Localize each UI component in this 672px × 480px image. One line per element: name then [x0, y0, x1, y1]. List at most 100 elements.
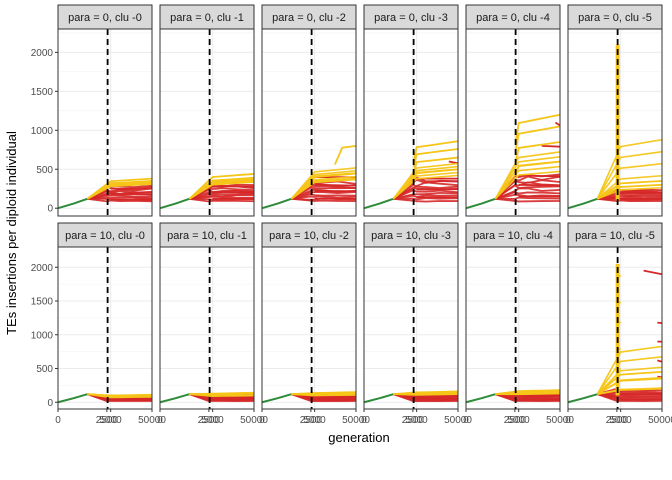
facet-strip	[57, 4, 153, 30]
series-line-yellow	[494, 170, 561, 200]
series-line-red	[495, 197, 561, 203]
series-line-yellow	[596, 138, 663, 200]
facet-panel: para = 0, clu -4	[465, 4, 561, 217]
series-line-yellow	[495, 390, 561, 395]
series-line-early	[57, 197, 88, 210]
series-line-red	[657, 321, 663, 325]
facet-strip-label: para = 10, clu -5	[575, 230, 655, 242]
panel-background	[466, 247, 560, 409]
series-line-yellow	[412, 140, 459, 162]
series-line-red	[290, 186, 357, 200]
facet-strip-label: para = 10, clu -3	[371, 230, 451, 242]
y-tick-label: 500	[36, 165, 53, 176]
facet-panel: para = 0, clu -5	[567, 4, 663, 217]
series-line-early	[567, 393, 598, 404]
series-line-red	[657, 359, 663, 363]
series-line-early	[363, 197, 394, 210]
series-line-yellow	[290, 167, 357, 200]
series-line-red	[597, 197, 663, 203]
facet-strip-label: para = 0, clu -0	[68, 12, 142, 24]
facet-strip-label: para = 0, clu -5	[578, 12, 652, 24]
y-tick-label: 2000	[31, 48, 54, 59]
panel-background	[58, 247, 152, 409]
series-line-yellow	[596, 180, 663, 200]
series-line-yellow	[596, 174, 663, 200]
x-tick-label: 0	[259, 415, 265, 426]
x-tick-label: 50000	[240, 415, 268, 426]
panel-border	[567, 246, 663, 410]
series-line-red	[494, 179, 561, 200]
series-line-yellow	[291, 392, 357, 395]
series-line-red	[393, 191, 459, 200]
facet-strip-label: para = 10, clu -0	[65, 230, 145, 242]
y-tick-label: 0	[47, 398, 53, 409]
series-line-red	[110, 193, 153, 196]
facet-panel: para = 0, clu -3	[363, 4, 459, 217]
y-tick-label: 1500	[31, 87, 54, 98]
facet-strip-label: para = 0, clu -3	[374, 12, 448, 24]
panel-border	[363, 28, 459, 217]
series-line-early	[159, 197, 190, 210]
x-tick-label: 5000	[304, 415, 327, 426]
panel-border	[465, 28, 561, 217]
x-tick-label: 5000	[610, 415, 633, 426]
series-line-yellow	[514, 141, 561, 163]
facet-strip-label: para = 0, clu -4	[476, 12, 550, 24]
series-line-red	[189, 197, 255, 203]
facet-strip-label: para = 10, clu -4	[473, 230, 553, 242]
panel-border	[261, 28, 357, 217]
series-line-yellow	[494, 151, 561, 200]
y-axis-title: TEs insertions per diploid individual	[4, 131, 19, 335]
series-line-red	[87, 197, 153, 203]
series-line-red	[393, 197, 459, 201]
panel-border	[363, 246, 459, 410]
x-tick-label: 2500	[198, 415, 221, 426]
series-line-yellow	[86, 177, 153, 200]
series-line-red	[518, 183, 561, 187]
series-line-red	[597, 196, 663, 200]
series-line-red	[291, 193, 357, 200]
series-line-red	[393, 194, 459, 200]
series-line-red	[495, 196, 561, 200]
y-tick-label: 0	[47, 204, 53, 215]
series-line-red	[518, 174, 561, 178]
x-tick-label: 50000	[648, 415, 672, 426]
series-line-red	[188, 188, 255, 200]
series-line-red	[541, 144, 561, 148]
series-line-yellow	[514, 125, 561, 152]
panel-background	[364, 247, 458, 409]
series-line-yellow	[87, 393, 153, 397]
series-line-yellow	[189, 392, 255, 395]
facet-strip-label: para = 10, clu -1	[167, 230, 247, 242]
series-line-red	[392, 181, 459, 200]
series-line-early	[261, 393, 292, 404]
series-line-red	[392, 189, 459, 200]
series-line-red	[86, 187, 153, 200]
series-line-yellow	[596, 366, 663, 395]
x-tick-label: 0	[565, 415, 571, 426]
x-tick-label: 50000	[138, 415, 166, 426]
y-tick-label: 1000	[31, 126, 54, 137]
series-line-yellow	[412, 148, 459, 167]
series-line-yellow	[188, 173, 255, 200]
x-tick-label: 2500	[402, 415, 425, 426]
series-line-red	[554, 121, 561, 127]
panel-border	[159, 28, 255, 217]
x-tick-label: 0	[463, 415, 469, 426]
facet-strip-label: para = 10, clu -2	[269, 230, 349, 242]
x-tick-label: 5000	[508, 415, 531, 426]
series-line-yellow	[393, 391, 459, 395]
series-line-yellow	[189, 393, 255, 398]
x-axis-title: generation	[328, 430, 389, 445]
panel-border	[567, 28, 663, 217]
series-line-red	[597, 393, 663, 402]
series-line-yellow	[596, 150, 663, 200]
facet-strip	[261, 4, 357, 30]
x-tick-label: 2500	[504, 415, 527, 426]
series-line-yellow	[596, 162, 663, 200]
